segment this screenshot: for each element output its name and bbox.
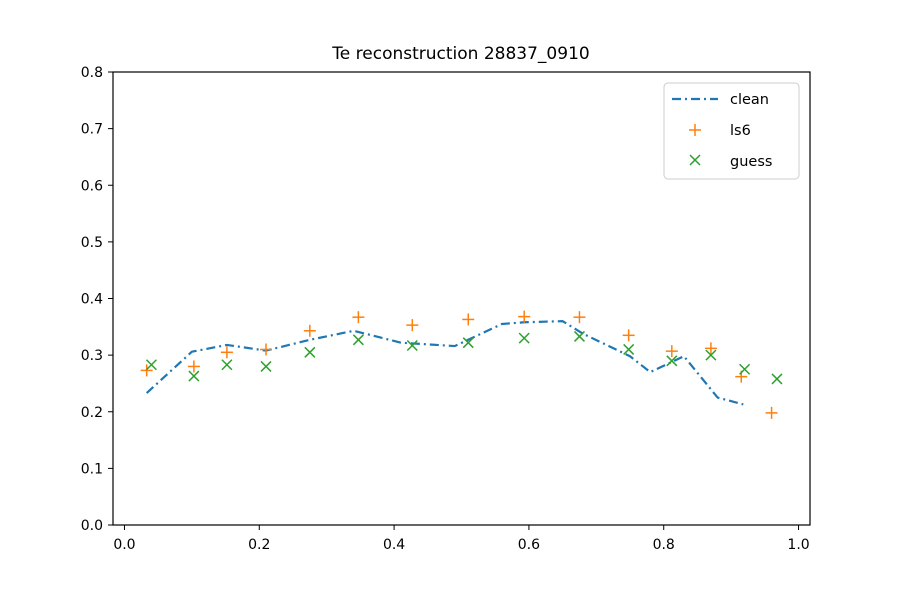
legend-guess-label: guess: [730, 154, 772, 170]
series-ls6-point: [352, 311, 365, 324]
axis-ticks: 0.0 0.2 0.4 0.6 0.8 1.0 0.0 0.1 0.2 0.3 0.4 0.5 0.6 0…: [81, 65, 810, 553]
series-guess-point: [462, 337, 474, 349]
series-guess-point: [406, 339, 418, 352]
legend-clean-label: clean: [730, 92, 769, 108]
y-tick-label: 0.7: [81, 122, 103, 138]
series-ls6-point: [765, 406, 778, 419]
x-tick-label: 0.8: [653, 537, 675, 553]
chart-title: Te reconstruction 28837_0910: [331, 44, 589, 64]
legend-box: [663, 82, 800, 180]
y-tick-label: 0.3: [81, 348, 103, 364]
series-guess-point: [705, 349, 717, 361]
series-ls6-point: [260, 343, 273, 356]
series-guess-point: [518, 332, 530, 344]
x-tick-label: 0.2: [248, 537, 270, 553]
series-ls6-point: [573, 311, 586, 324]
x-tick-label: 0.0: [113, 537, 135, 553]
series-ls6-point: [518, 310, 531, 323]
y-tick-label: 0.2: [81, 405, 103, 421]
legend-ls6-marker: [689, 124, 701, 136]
y-tick-label: 0.4: [81, 292, 103, 308]
series-clean-line: [145, 320, 744, 406]
series-ls6-point: [140, 364, 153, 377]
series-ls6-point: [220, 346, 233, 359]
legend-guess-marker: [689, 154, 701, 166]
series-guess-point: [623, 343, 635, 355]
series-guess-point: [352, 334, 364, 346]
series-ls6-point: [665, 345, 678, 358]
legend: clean ls6 guess: [663, 82, 800, 180]
x-tick-label: 0.6: [518, 537, 540, 553]
series-ls6-point: [704, 342, 717, 355]
y-tick-label: 0.1: [81, 461, 103, 477]
series-guess-point: [739, 363, 751, 375]
y-tick-label: 0.8: [81, 65, 103, 81]
series-guess-point: [771, 373, 783, 385]
y-tick-label: 0.6: [81, 178, 103, 194]
series-ls6-point: [187, 360, 200, 373]
series-guess-point: [221, 359, 233, 371]
series-guess-point: [304, 346, 316, 358]
series-ls6-point: [406, 319, 419, 332]
x-tick-label: 0.4: [383, 537, 405, 553]
series-ls6-point: [462, 313, 475, 326]
series-ls6-point: [622, 329, 635, 342]
series-guess-point: [666, 355, 678, 367]
legend-ls6-label: ls6: [730, 123, 751, 139]
series-guess-point: [573, 330, 585, 342]
series-ls6-point: [303, 324, 316, 337]
series-guess-point: [188, 370, 200, 382]
series-guess-point: [145, 359, 157, 371]
y-tick-label: 0.5: [81, 235, 103, 251]
y-tick-label: 0.0: [81, 518, 103, 534]
series-guess-point: [260, 360, 272, 372]
x-tick-label: 1.0: [787, 537, 809, 553]
plot-layer: [140, 310, 783, 419]
